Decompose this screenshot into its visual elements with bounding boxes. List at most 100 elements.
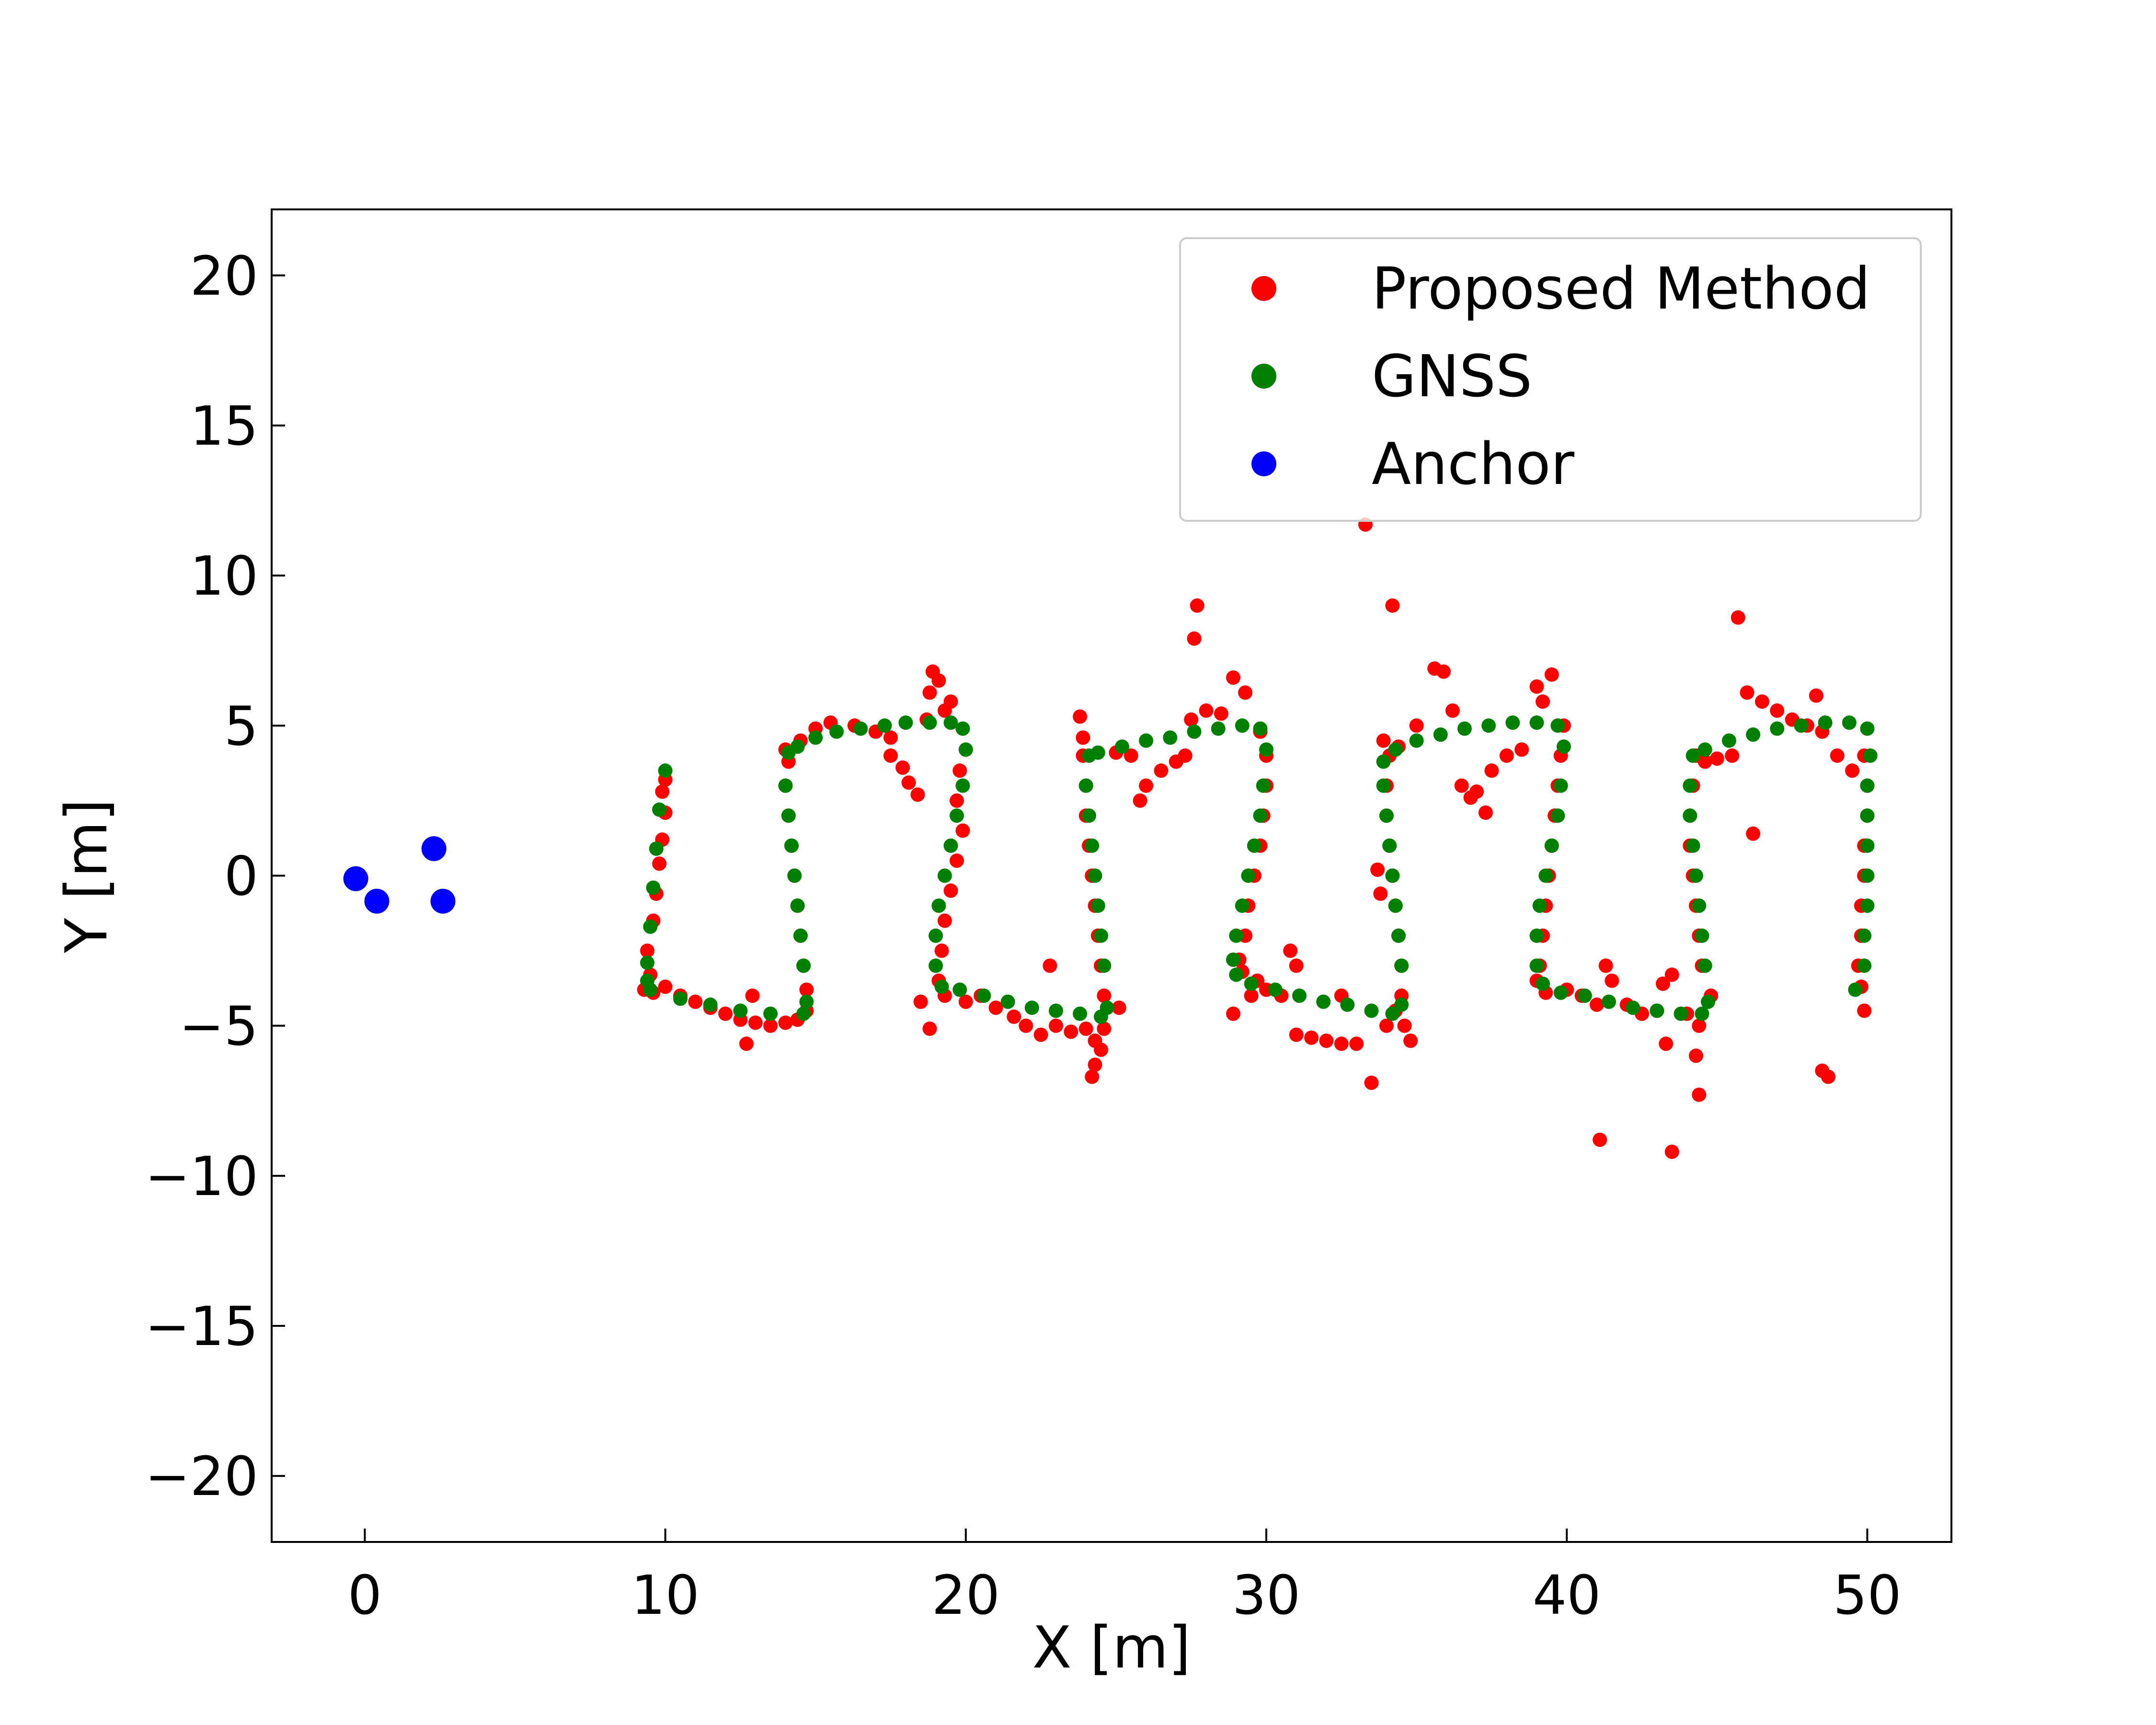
point-proposed-method-119 — [1319, 1034, 1334, 1048]
point-proposed-method-75 — [1094, 1042, 1108, 1057]
point-proposed-method-67 — [1049, 1018, 1063, 1033]
point-gnss-0 — [658, 763, 673, 778]
point-proposed-method-198 — [1725, 748, 1740, 763]
legend: Proposed Method GNSS Anchor — [1179, 237, 1922, 522]
point-gnss-28 — [922, 715, 937, 730]
point-gnss-73 — [1244, 977, 1259, 991]
y-tick-label-10: 10 — [190, 545, 258, 608]
point-gnss-134 — [1860, 868, 1875, 883]
point-proposed-method-129 — [1397, 1018, 1412, 1033]
point-proposed-method-125 — [1283, 943, 1298, 958]
point-gnss-39 — [934, 979, 949, 994]
point-anchor-3 — [430, 888, 456, 914]
point-gnss-14 — [796, 958, 811, 973]
point-gnss-136 — [1857, 928, 1872, 943]
point-gnss-27 — [898, 715, 913, 730]
point-proposed-method-63 — [988, 1000, 1003, 1015]
x-tick-label-10: 10 — [631, 1564, 700, 1627]
point-gnss-109 — [1626, 1000, 1640, 1015]
point-proposed-method-50 — [952, 763, 967, 778]
point-gnss-37 — [929, 928, 943, 943]
point-gnss-131 — [1860, 778, 1875, 793]
plot-area — [343, 517, 1878, 1159]
point-gnss-31 — [958, 742, 973, 757]
point-proposed-method-197 — [1709, 751, 1724, 766]
point-gnss-138 — [1848, 982, 1863, 997]
point-gnss-104 — [1529, 958, 1544, 973]
point-gnss-71 — [1226, 952, 1240, 967]
point-gnss-33 — [950, 808, 964, 823]
point-proposed-method-150 — [1469, 784, 1484, 799]
point-gnss-129 — [1860, 721, 1875, 736]
legend-marker-proposed-method — [1251, 276, 1276, 301]
point-gnss-26 — [877, 718, 892, 733]
point-proposed-method-89 — [1124, 748, 1138, 763]
point-proposed-method-146 — [1436, 664, 1451, 679]
point-gnss-25 — [853, 721, 868, 736]
point-proposed-method-175 — [1593, 1132, 1607, 1147]
x-tick-label-0: 0 — [348, 1564, 382, 1627]
point-proposed-method-158 — [1385, 598, 1400, 613]
point-gnss-79 — [1385, 1006, 1400, 1021]
point-proposed-method-64 — [1007, 1009, 1021, 1024]
point-gnss-105 — [1536, 977, 1550, 991]
point-gnss-19 — [781, 808, 796, 823]
point-proposed-method-153 — [1499, 748, 1514, 763]
point-gnss-96 — [1550, 718, 1565, 733]
point-proposed-method-147 — [1445, 703, 1460, 718]
y-tick-label-5: 5 — [224, 695, 258, 758]
point-gnss-85 — [1382, 838, 1397, 853]
point-proposed-method-185 — [1692, 1087, 1707, 1102]
point-proposed-method-174 — [1605, 973, 1619, 988]
point-proposed-method-2 — [640, 943, 654, 958]
legend-marker-anchor — [1251, 451, 1276, 476]
point-proposed-method-154 — [1514, 742, 1529, 757]
point-gnss-38 — [929, 958, 943, 973]
point-gnss-58 — [1139, 733, 1154, 748]
point-gnss-87 — [1376, 778, 1391, 793]
point-proposed-method-43 — [910, 787, 925, 802]
point-gnss-91 — [1433, 727, 1448, 742]
point-gnss-107 — [1577, 989, 1592, 1003]
point-proposed-method-49 — [943, 694, 958, 709]
point-gnss-112 — [1695, 1006, 1709, 1021]
point-proposed-method-51 — [950, 793, 964, 808]
x-axis-ticks: 0 10 20 30 40 50 — [348, 1529, 1902, 1627]
point-gnss-8 — [673, 991, 688, 1006]
x-tick-label-40: 40 — [1533, 1564, 1601, 1627]
point-proposed-method-140 — [1376, 733, 1391, 748]
point-proposed-method-21 — [739, 1036, 754, 1051]
point-proposed-method-142 — [1370, 862, 1385, 877]
point-gnss-110 — [1650, 1003, 1664, 1018]
point-proposed-method-172 — [1589, 997, 1604, 1012]
point-gnss-23 — [808, 730, 823, 745]
y-tick-label-15: 15 — [190, 395, 258, 458]
point-proposed-method-118 — [1304, 1030, 1319, 1045]
x-tick-label-20: 20 — [932, 1564, 1000, 1627]
point-gnss-56 — [1090, 745, 1105, 760]
point-proposed-method-122 — [1364, 1075, 1379, 1090]
y-tick-label--15: −15 — [145, 1296, 258, 1358]
point-proposed-method-99 — [1238, 685, 1253, 700]
legend-box — [1179, 237, 1922, 522]
point-gnss-13 — [799, 994, 814, 1009]
point-proposed-method-13 — [688, 994, 703, 1009]
point-proposed-method-209 — [1845, 763, 1859, 778]
point-proposed-method-15 — [718, 1006, 733, 1021]
point-proposed-method-219 — [1857, 1003, 1872, 1018]
point-gnss-135 — [1860, 898, 1875, 913]
point-gnss-132 — [1860, 808, 1875, 823]
point-proposed-method-96 — [1199, 703, 1214, 718]
point-proposed-method-19 — [778, 1015, 793, 1030]
point-gnss-2 — [649, 841, 664, 856]
point-proposed-method-124 — [1289, 958, 1304, 973]
point-gnss-15 — [793, 928, 808, 943]
point-proposed-method-202 — [1746, 826, 1761, 841]
point-proposed-method-208 — [1830, 748, 1845, 763]
point-gnss-45 — [1073, 1006, 1088, 1021]
point-gnss-82 — [1391, 928, 1406, 943]
point-gnss-74 — [1268, 982, 1283, 997]
point-proposed-method-55 — [937, 913, 952, 928]
point-proposed-method-41 — [895, 760, 910, 775]
